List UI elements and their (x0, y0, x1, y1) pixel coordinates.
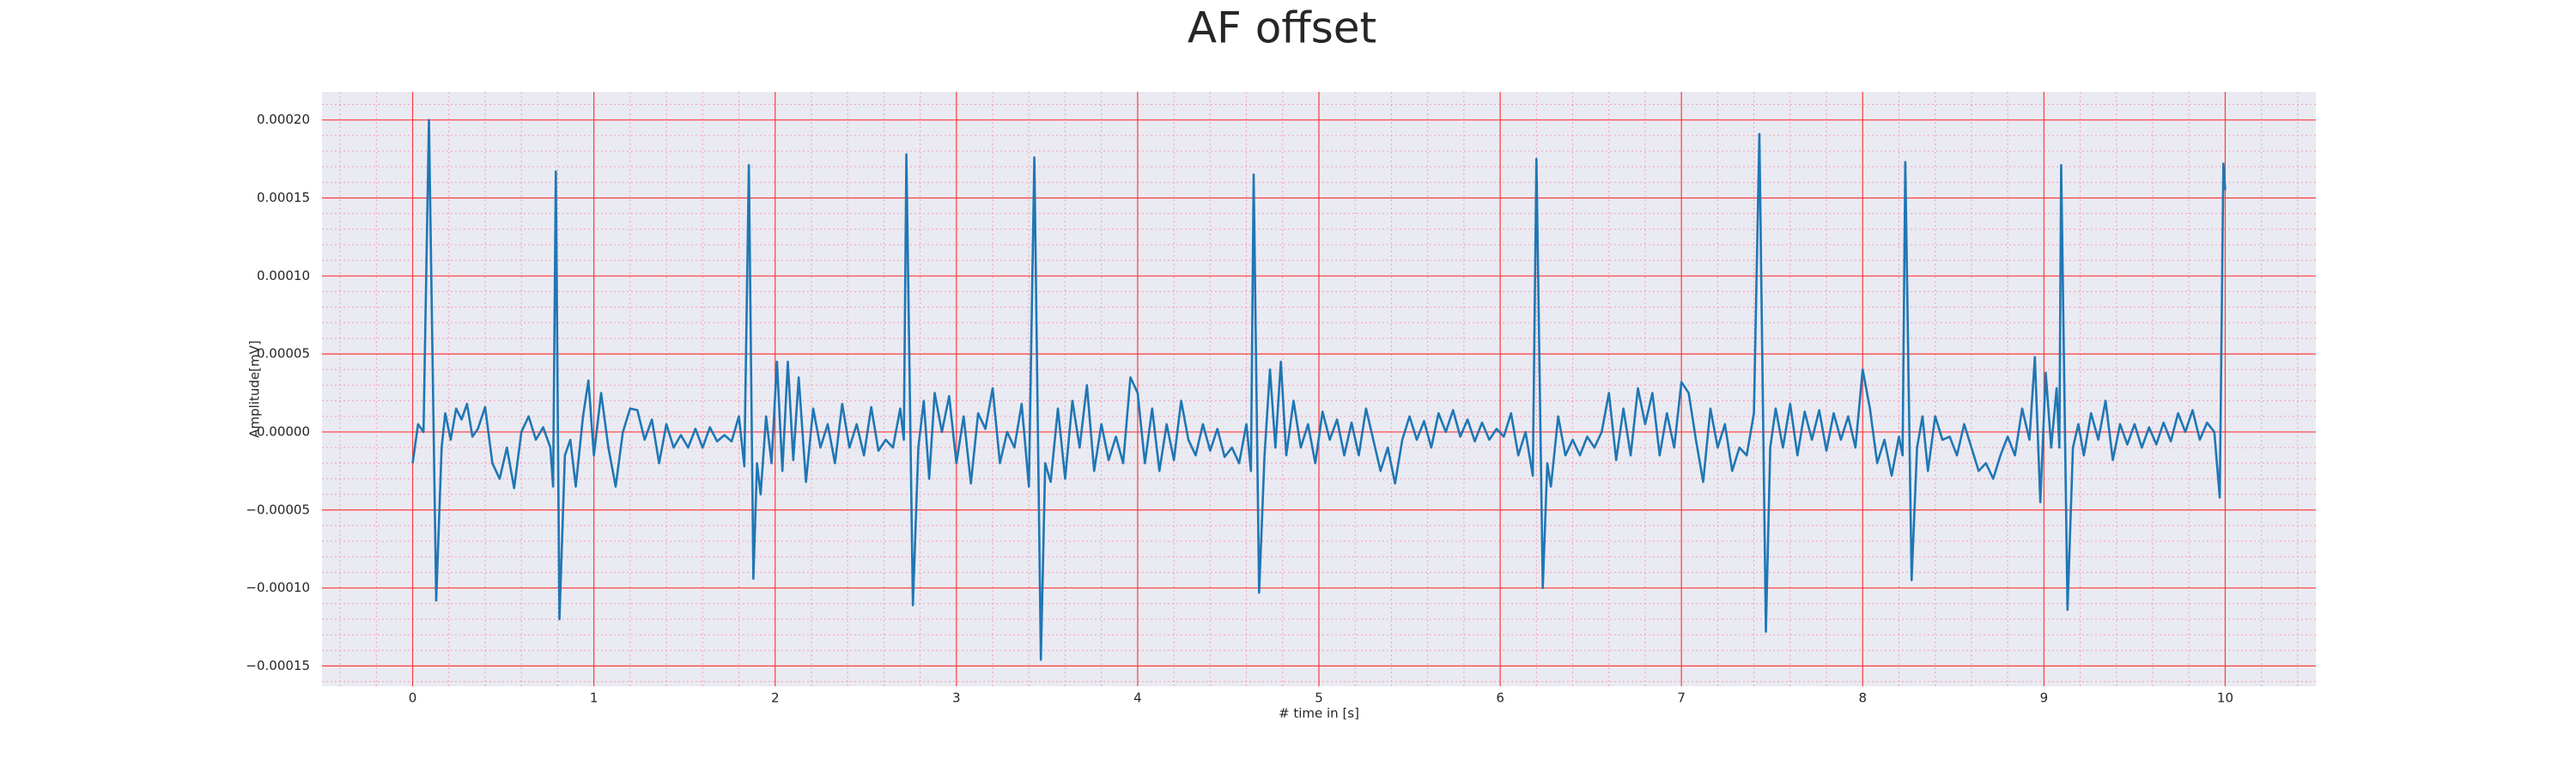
x-tick-label: 1 (590, 691, 598, 706)
y-tick-label: −0.00010 (246, 580, 310, 595)
x-tick-label: 6 (1496, 691, 1504, 706)
x-tick-label: 10 (2217, 691, 2233, 706)
data-line (411, 119, 2227, 661)
y-tick-label: 0.00005 (257, 346, 310, 362)
chart-title: AF offset (1188, 3, 1376, 53)
x-tick-label: 2 (771, 691, 780, 706)
x-tick-label: 4 (1133, 691, 1142, 706)
x-tick-label: 8 (1858, 691, 1867, 706)
y-tick-label: −0.00015 (246, 658, 310, 673)
y-tick-label: 0.00020 (257, 112, 310, 127)
y-tick-label: −0.00005 (246, 502, 310, 517)
x-tick-label: 0 (409, 691, 417, 706)
x-tick-label: 3 (952, 691, 961, 706)
x-tick-label: 9 (2040, 691, 2049, 706)
y-tick-label: 0.00010 (257, 268, 310, 283)
y-tick-label: 0.00000 (257, 423, 310, 439)
y-tick-label: 0.00015 (257, 190, 310, 205)
x-tick-label: 5 (1315, 691, 1323, 706)
x-tick-label: 7 (1677, 691, 1686, 706)
x-axis-label: # time in [s] (1279, 706, 1359, 721)
y-axis-label: Amplitude[mV] (247, 340, 263, 437)
